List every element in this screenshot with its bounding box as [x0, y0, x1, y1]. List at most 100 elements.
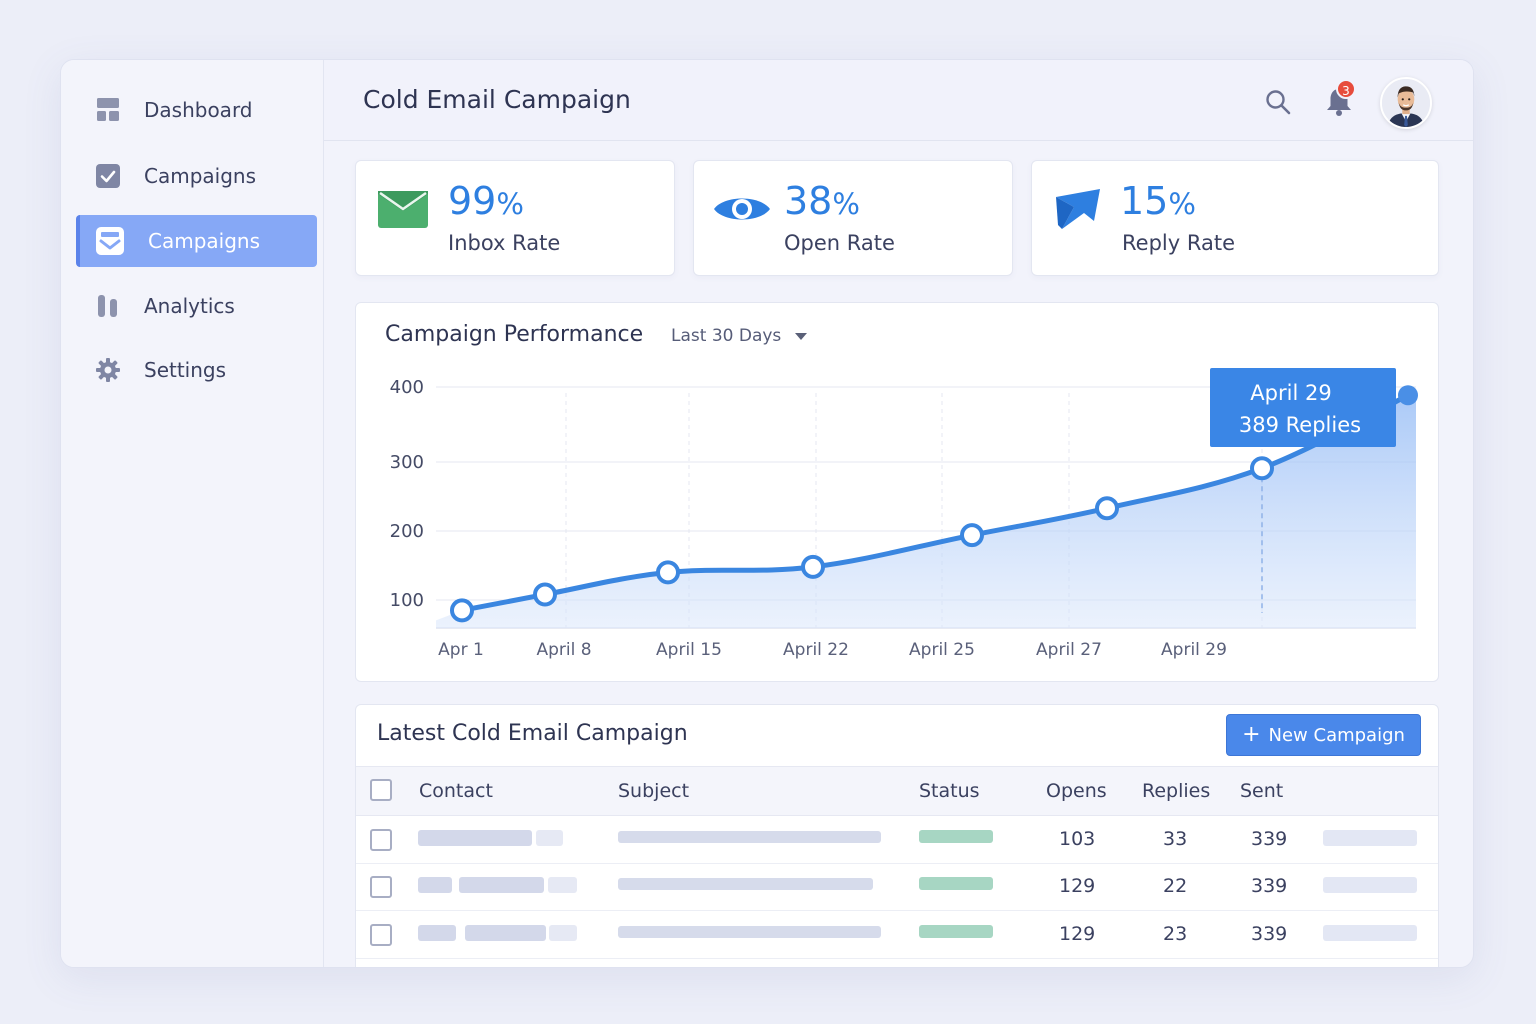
bar-chart-icon [98, 295, 117, 317]
stat-label: Open Rate [784, 231, 895, 255]
contact-placeholder [418, 925, 456, 941]
opens-value: 129 [1059, 923, 1096, 945]
column-header-opens[interactable]: Opens [1046, 780, 1107, 802]
app-window: Dashboard Campaigns Campaigns Analytics [60, 59, 1474, 968]
action-placeholder [1323, 830, 1417, 846]
gear-icon [96, 358, 120, 382]
sent-value: 339 [1251, 923, 1288, 945]
contact-placeholder [465, 925, 546, 941]
table-row[interactable]: 129 22 339 [356, 863, 1438, 911]
check-square-icon [96, 164, 120, 188]
contact-placeholder [418, 830, 532, 846]
x-tick-label: April 15 [656, 640, 722, 660]
search-icon[interactable] [1264, 88, 1292, 116]
envelope-icon [378, 191, 428, 228]
reply-arrow-icon [1056, 189, 1100, 229]
date-range-label: Last 30 Days [671, 326, 782, 346]
data-point [960, 523, 984, 548]
column-header-contact[interactable]: Contact [419, 780, 493, 802]
y-tick-label: 200 [390, 521, 424, 542]
chart-title: Campaign Performance [385, 322, 644, 347]
area-fill [436, 395, 1416, 628]
sidebar-item-campaigns-active[interactable]: Campaigns [76, 215, 317, 267]
x-tick-label: April 27 [1036, 640, 1102, 660]
data-point [1250, 456, 1274, 481]
page-title: Cold Email Campaign [363, 85, 631, 114]
table-row[interactable]: 103 33 339 [356, 816, 1438, 864]
line-chart: 100 200 300 400 Apr 1 April 8 April 15 April 22… [390, 368, 1418, 660]
avatar[interactable] [1380, 77, 1432, 129]
data-point [450, 598, 474, 623]
sidebar-item-label: Campaigns [144, 164, 257, 188]
select-all-checkbox[interactable] [370, 779, 392, 801]
x-tick-label: April 29 [1161, 640, 1227, 660]
x-tick-label: April 22 [783, 640, 849, 660]
replies-value: 33 [1163, 828, 1188, 850]
table-row[interactable]: 129 23 339 [356, 911, 1438, 959]
plus-icon: + [1242, 722, 1261, 747]
status-badge [919, 877, 993, 890]
stat-value: 99% [448, 179, 524, 223]
data-point [1095, 496, 1119, 521]
date-range-dropdown[interactable]: Last 30 Days [671, 326, 808, 346]
row-checkbox[interactable] [370, 924, 392, 946]
stat-value: 15% [1120, 179, 1196, 223]
action-placeholder [1323, 925, 1417, 941]
sidebar-item-label: Settings [144, 358, 227, 382]
sidebar-item-analytics[interactable]: Analytics [76, 280, 317, 332]
new-campaign-label: New Campaign [1268, 724, 1405, 746]
contact-placeholder [418, 877, 452, 893]
subject-placeholder [618, 878, 873, 890]
x-tick-label: April 8 [536, 640, 591, 660]
table-title: Latest Cold Email Campaign [377, 721, 688, 746]
column-header-replies[interactable]: Replies [1142, 780, 1211, 802]
data-point [801, 554, 825, 579]
stat-card-reply-rate: 15% Reply Rate [1031, 160, 1439, 276]
latest-campaign-table-card: Latest Cold Email Campaign + New Campaig… [355, 704, 1439, 967]
column-header-status[interactable]: Status [919, 780, 980, 802]
opens-value: 103 [1059, 828, 1096, 850]
eye-icon [714, 198, 770, 220]
row-checkbox[interactable] [370, 876, 392, 898]
column-header-subject[interactable]: Subject [618, 780, 690, 802]
sent-value: 339 [1251, 875, 1288, 897]
campaign-performance-chart-card: 100 200 300 400 Apr 1 April 8 April 15 April 22… [355, 302, 1439, 682]
top-header: Cold Email Campaign 3 [324, 60, 1473, 141]
y-tick-label: 400 [390, 377, 424, 398]
tooltip-date: April 29 [1250, 381, 1331, 405]
status-badge [919, 925, 993, 938]
status-badge [919, 830, 993, 843]
sidebar: Dashboard Campaigns Campaigns Analytics [61, 60, 324, 967]
chevron-down-icon [795, 332, 808, 340]
stat-card-inbox-rate: 99% Inbox Rate [355, 160, 675, 276]
sidebar-item-label: Analytics [144, 294, 235, 318]
column-header-sent[interactable]: Sent [1240, 780, 1284, 802]
sidebar-item-dashboard[interactable]: Dashboard [76, 84, 317, 136]
x-tick-label: Apr 1 [438, 640, 484, 660]
new-campaign-button[interactable]: + New Campaign [1226, 714, 1421, 756]
y-tick-label: 300 [390, 452, 424, 473]
contact-placeholder [536, 830, 563, 846]
sent-value: 339 [1251, 828, 1288, 850]
stat-label: Inbox Rate [448, 231, 561, 255]
inbox-icon [96, 227, 124, 255]
stat-label: Reply Rate [1122, 231, 1235, 255]
sidebar-item-settings[interactable]: Settings [76, 344, 317, 396]
x-tick-label: April 25 [909, 640, 975, 660]
contact-placeholder [548, 877, 577, 893]
row-checkbox[interactable] [370, 829, 392, 851]
contact-placeholder [549, 925, 577, 941]
sidebar-item-label: Campaigns [148, 229, 261, 253]
replies-value: 22 [1163, 875, 1188, 897]
notification-badge: 3 [1336, 79, 1356, 99]
replies-value: 23 [1163, 923, 1188, 945]
stat-card-open-rate: 38% Open Rate [693, 160, 1013, 276]
opens-value: 129 [1059, 875, 1096, 897]
subject-placeholder [618, 831, 881, 843]
y-tick-label: 100 [390, 590, 424, 611]
tooltip-value: 389 Replies [1239, 413, 1361, 437]
sidebar-item-campaigns[interactable]: Campaigns [76, 150, 317, 202]
tooltip-box [1210, 368, 1396, 447]
user-portrait-icon [1382, 79, 1430, 127]
dashboard-icon [97, 98, 119, 121]
